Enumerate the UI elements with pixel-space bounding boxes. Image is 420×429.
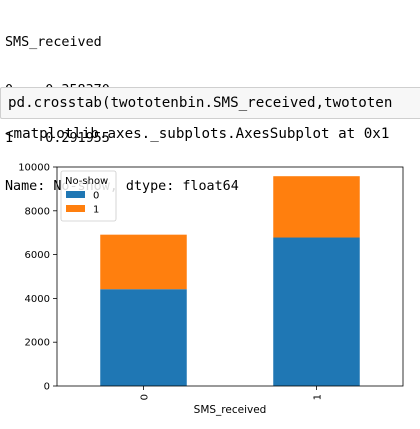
y-tick-label: 6000 <box>25 250 50 261</box>
y-tick-label: 0 <box>44 382 50 393</box>
output-line: SMS_received <box>5 35 102 50</box>
legend-swatch-0 <box>66 191 85 198</box>
y-tick-label: 2000 <box>25 338 50 349</box>
legend-label-1: 1 <box>93 205 99 216</box>
bar-cat1-series1 <box>273 176 360 238</box>
output-line: 1 0.291955 <box>5 131 110 146</box>
plot-frame <box>56 166 404 387</box>
x-tick-label: 0 <box>140 394 151 400</box>
legend-swatch-1 <box>66 205 85 212</box>
x-tick-label: 1 <box>313 394 324 400</box>
bar-cat1-series0 <box>273 237 360 386</box>
y-tick-label: 4000 <box>25 294 50 305</box>
legend-title: No-show <box>65 176 108 187</box>
code-cell-input[interactable]: pd.crosstab(twototenbin.SMS_received,two… <box>0 87 420 119</box>
axes-repr-output: <matplotlib.axes._subplots.AxesSubplot a… <box>5 126 390 142</box>
bar-cat0-series1 <box>100 234 187 290</box>
x-axis-label: SMS_received <box>194 404 267 416</box>
y-tick-label: 10000 <box>18 163 50 174</box>
bar-cat0-series0 <box>100 289 187 386</box>
code-text: pd.crosstab(twototenbin.SMS_received,two… <box>8 95 393 111</box>
y-tick-label: 8000 <box>25 206 50 217</box>
legend-label-0: 0 <box>93 191 99 202</box>
